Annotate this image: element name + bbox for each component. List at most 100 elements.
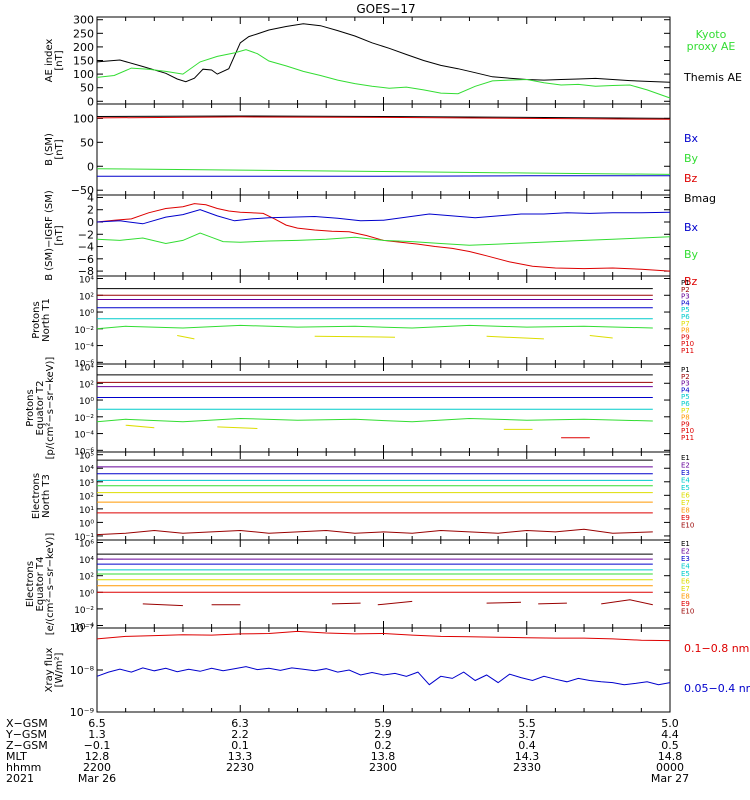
series-line <box>96 49 671 99</box>
legend-entry: P2 <box>681 373 690 381</box>
y-tick-label: 10⁻⁶ <box>74 447 94 457</box>
legend-entry: E2 <box>681 548 690 556</box>
legend-entry: P6 <box>681 400 690 408</box>
y-tick-label: 100 <box>73 68 94 81</box>
legend-entry: P10 <box>681 340 694 348</box>
panel-8: 10⁻⁷ 10⁻⁸ 10⁻⁹ Xray flux [W/m²] 0.1−0.8 nm 0.0… <box>44 622 750 719</box>
ephemeris-value: 14.3 <box>515 750 540 763</box>
y-tick-label: 0 <box>87 216 94 229</box>
ephemeris-value: 0.4 <box>518 739 536 752</box>
y-tick-label: 10² <box>79 292 94 302</box>
ephemeris-value: 2330 <box>513 761 541 774</box>
legend-entry: Bz <box>684 275 698 288</box>
y-tick-label: 150 <box>73 55 94 68</box>
y-tick-label: 10⁻⁴ <box>74 623 94 633</box>
y-axis-label: [W/m²] <box>54 652 65 687</box>
y-tick-label: 50 <box>80 136 94 149</box>
legend-entry: E3 <box>681 469 690 477</box>
ephemeris-value: 2200 <box>83 761 111 774</box>
y-axis-label: North T3 <box>41 474 52 518</box>
y-tick-label: 300 <box>73 14 94 27</box>
ephemeris-value: 0000 <box>656 761 684 774</box>
y-tick-label: 200 <box>73 41 94 54</box>
ephemeris-value: 14.8 <box>658 750 683 763</box>
ephemeris-value: 6.3 <box>231 717 249 730</box>
y-axis-label: B (SM) <box>44 133 55 166</box>
y-tick-label: 10⁻⁷ <box>70 622 94 635</box>
series-line <box>96 528 653 536</box>
legend-entry: Bx <box>684 132 699 145</box>
legend-entry: 0.05−0.4 nm <box>684 682 750 695</box>
y-tick-label: 10⁻⁶ <box>74 359 94 369</box>
y-tick-label: 10⁰ <box>79 309 94 319</box>
series-line <box>601 599 653 606</box>
y-tick-label: 10⁰ <box>79 519 94 529</box>
legend-entry: Themis AE <box>683 71 742 84</box>
y-tick-label: −2 <box>78 228 94 241</box>
legend-entry: Bmag <box>684 192 716 205</box>
panel-frame <box>96 16 671 105</box>
legend-entry: E7 <box>681 499 690 507</box>
legend-entry: E9 <box>681 514 690 522</box>
ephemeris-value: 12.8 <box>85 750 110 763</box>
y-axis-label: North T1 <box>41 298 52 342</box>
y-tick-label: 10⁻⁹ <box>70 706 94 719</box>
y-axis-label: Protons <box>31 301 42 338</box>
y-tick-label: 10⁴ <box>79 276 94 286</box>
panel-7: 10⁶ 10⁴ 10² 10⁰ 10⁻² 10⁻⁴ Electrons Equator T4[… <box>25 533 694 636</box>
legend-entry: P4 <box>681 386 690 394</box>
ephemeris-value: 13.3 <box>228 750 253 763</box>
y-tick-label: 10⁰ <box>79 397 94 407</box>
y-tick-label: −4 <box>78 241 94 254</box>
ephemeris-value: Mar 26 <box>78 772 116 785</box>
y-axis-label: [nT] <box>54 139 65 159</box>
legend-entry: E2 <box>681 462 690 470</box>
plot-title: GOES−17 <box>356 2 415 16</box>
legend-entry: E8 <box>681 593 690 601</box>
y-axis-label: [p/(cm²−s−sr−keV)] <box>45 357 56 460</box>
y-tick-label: −50 <box>71 184 94 197</box>
y-tick-label: 10⁻⁴ <box>74 431 94 441</box>
legend-entry: Bx <box>684 221 699 234</box>
panel-6: 10⁵ 10⁴ 10³ 10² 10¹ 10⁰ 10⁻¹ Electrons North T3 E… <box>31 451 694 543</box>
y-tick-label: 10⁻² <box>74 606 94 616</box>
ephemeris-value: 5.0 <box>661 717 679 730</box>
y-axis-label: Equator T4 <box>35 557 46 612</box>
ephemeris-value: 2.2 <box>231 728 249 741</box>
panel-frame <box>96 539 671 629</box>
y-axis-label: [nT] <box>54 50 65 70</box>
y-tick-label: 10⁴ <box>79 364 94 374</box>
series-line <box>142 603 183 607</box>
legend-entry: P6 <box>681 313 690 321</box>
ephemeris-row-label: Z−GSM <box>6 739 48 752</box>
ephemeris-value: 3.7 <box>518 728 536 741</box>
series-line <box>377 600 413 606</box>
legend-entry: P5 <box>681 393 690 401</box>
y-tick-label: 10⁻⁸ <box>70 664 95 677</box>
legend-entry: By <box>684 152 699 165</box>
ephemeris-value: 0.1 <box>231 739 249 752</box>
series-line <box>314 335 396 338</box>
legend-entry: 0.1−0.8 nm <box>684 642 749 655</box>
series-line <box>589 335 613 339</box>
y-tick-label: 10¹ <box>79 506 94 516</box>
ephemeris-value: 5.5 <box>518 717 536 730</box>
legend-entry: E6 <box>681 578 690 586</box>
panel-4: 10⁴ 10² 10⁰ 10⁻² 10⁻⁴ 10⁻⁶ Protons North T1 P1P2… <box>31 275 694 369</box>
legend-entry: P7 <box>681 407 690 415</box>
series-line <box>96 23 671 83</box>
y-tick-label: 10³ <box>79 479 94 489</box>
legend-entry: E3 <box>681 555 690 563</box>
legend-entry: E7 <box>681 585 690 593</box>
legend-entry: E5 <box>681 570 690 578</box>
legend-entry: E1 <box>681 540 690 548</box>
series-line <box>96 417 653 423</box>
ephemeris-value: −0.1 <box>84 739 111 752</box>
legend-entry: P9 <box>681 333 690 341</box>
legend-entry: E1 <box>681 454 690 462</box>
y-tick-label: 10⁶ <box>79 539 94 549</box>
series-line <box>97 175 670 177</box>
legend-entry: E4 <box>681 477 690 485</box>
legend-entry: Bz <box>684 172 698 185</box>
